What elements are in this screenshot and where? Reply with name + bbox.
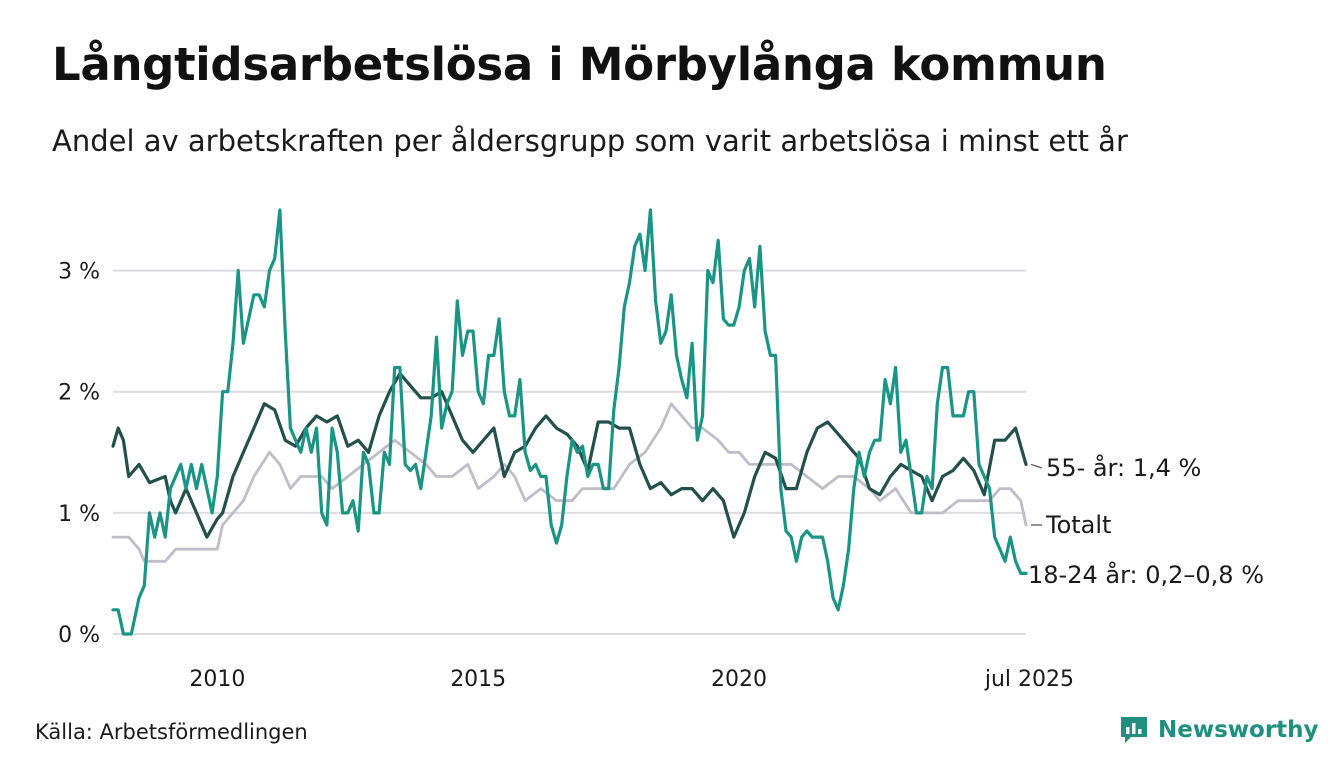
end-label-senior: 55- år: 1,4 % [1046, 453, 1201, 482]
y-tick-label: 2 % [58, 381, 100, 406]
series-line-senior [111, 371, 1028, 539]
x-tick-label: 2020 [711, 667, 767, 692]
source-note: Källa: Arbetsförmedlingen [35, 720, 308, 744]
x-tick-label: 2015 [450, 667, 506, 692]
y-tick-label: 1 % [58, 502, 100, 527]
bar-chart-icon [1121, 717, 1147, 743]
y-tick-label: 3 % [58, 260, 100, 285]
series-line-youth [111, 208, 1028, 636]
x-tick-label: 2010 [189, 667, 245, 692]
x-tick-label: jul 2025 [984, 667, 1074, 692]
series-line-total [111, 402, 1028, 563]
chart-title: Långtidsarbetslösa i Mörbylånga kommun [52, 38, 1107, 91]
brand-name: Newsworthy [1158, 717, 1319, 743]
end-label-youth: 18-24 år: 0,2–0,8 % [1028, 560, 1264, 589]
end-label-total: Totalt [1045, 511, 1111, 539]
brand-logo[interactable]: Newsworthy [1118, 714, 1319, 746]
end-label-leader [1030, 463, 1043, 469]
y-tick-label: 0 % [58, 623, 100, 648]
chart-subtitle: Andel av arbetskraften per åldersgrupp s… [52, 124, 1128, 158]
